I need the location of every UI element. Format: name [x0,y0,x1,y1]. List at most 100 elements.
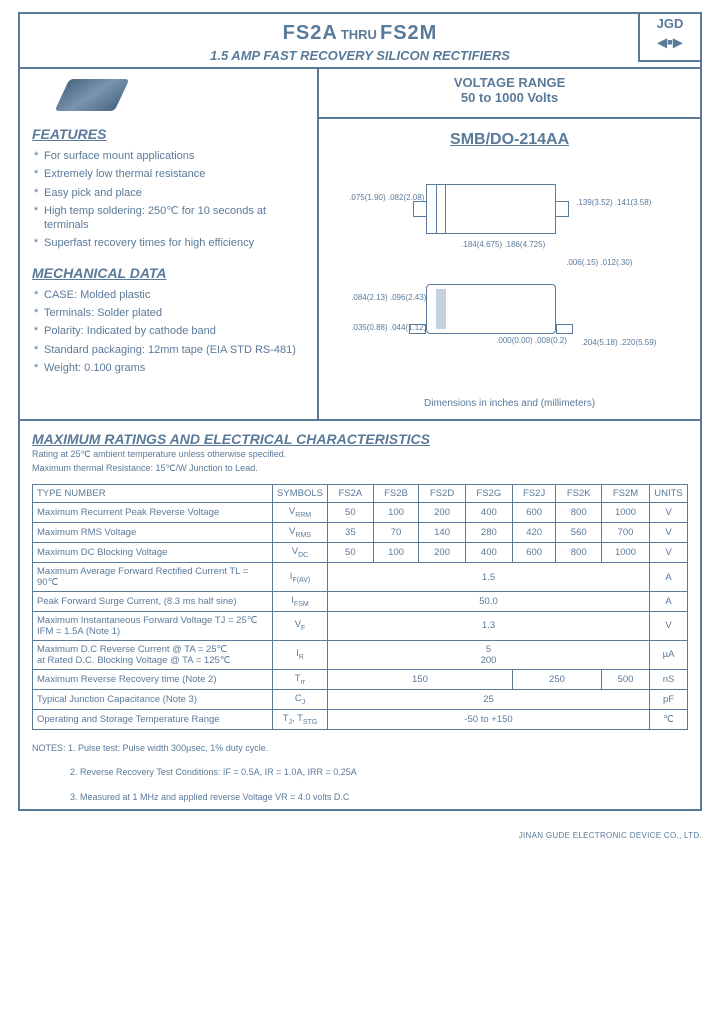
dimension: .184(4.675) .186(4.725) [461,241,545,250]
th-part: FS2D [419,485,465,503]
row-symbol: Trr [273,669,328,689]
cell-unit: ℃ [650,709,688,729]
cell-span: -50 to +150 [328,709,650,729]
table-header-row: TYPE NUMBER SYMBOLS FS2A FS2B FS2D FS2G … [33,485,688,503]
table-row: Maximum Instantaneous Forward Voltage TJ… [33,611,688,640]
mechanical-item: Terminals: Solder plated [34,304,305,322]
mechanical-heading: MECHANICAL DATA [32,265,305,281]
pkg-top-lead-left [413,201,426,217]
dimension: .035(0.88) .044(1.12) [351,324,426,333]
ratings-note1: Rating at 25℃ ambient temperature unless… [32,449,688,461]
pkg-side-lead-right [556,324,573,334]
row-symbol: CJ [273,689,328,709]
cell: 50 [328,543,374,563]
ratings-section: MAXIMUM RATINGS AND ELECTRICAL CHARACTER… [20,421,700,809]
dimension: .006(.15) .012(.30) [566,259,632,268]
logo-icon: ◂▪▸ [640,33,700,51]
cell: 140 [419,523,465,543]
footer-text: JINAN GUDE ELECTRONIC DEVICE CO., LTD. [18,831,702,840]
feature-item: Superfast recovery times for high effici… [34,234,305,252]
mechanical-item: Weight: 0.100 grams [34,359,305,377]
cell: 400 [465,503,512,523]
component-icon [55,79,130,111]
row-symbol: IFSM [273,592,328,612]
mechanical-item: Standard packaging: 12mm tape (EIA STD R… [34,341,305,359]
pkg-top-band [436,184,446,234]
cell: 800 [556,543,602,563]
cell-span: 1.3 [328,611,650,640]
cell: 1000 [602,543,650,563]
cell: 35 [328,523,374,543]
package-drawing: .075(1.90) .082(2.08) .139(3.52) .141(3.… [331,159,688,409]
dimension: .000(0.00) .008(0.2) [496,337,567,346]
pkg-top-lead-right [556,201,569,217]
table-row: Maximum Reverse Recovery time (Note 2) T… [33,669,688,689]
voltage-range-box: VOLTAGE RANGE 50 to 1000 Volts [319,69,700,119]
cell: 280 [465,523,512,543]
cell-unit: V [650,523,688,543]
th-type: TYPE NUMBER [33,485,273,503]
note-2: 2. Reverse Recovery Test Conditions: IF … [32,766,688,779]
row-label: Peak Forward Surge Current, (8.3 ms half… [33,592,273,612]
voltage-range-value: 50 to 1000 Volts [319,90,700,105]
row-symbol: VF [273,611,328,640]
row-symbol: VRMS [273,523,328,543]
row-label: Operating and Storage Temperature Range [33,709,273,729]
cell: 200 [419,543,465,563]
cell-unit: µA [650,640,688,669]
cell-unit: A [650,563,688,592]
company-logo: JGD ◂▪▸ [638,12,702,62]
table-row: Typical Junction Capacitance (Note 3) CJ… [33,689,688,709]
cell-span: 25 [328,689,650,709]
row-label: Maximum Instantaneous Forward Voltage TJ… [33,611,273,640]
th-symbols: SYMBOLS [273,485,328,503]
cell: 600 [512,503,555,523]
voltage-range-label: VOLTAGE RANGE [319,75,700,90]
cell: 1000 [602,503,650,523]
ratings-note2: Maximum thermal Resistance: 15℃/W Juncti… [32,463,688,475]
cell-span: 1.5 [328,563,650,592]
cell-unit: nS [650,669,688,689]
title-line: FS2A THRU FS2M [20,22,700,45]
th-part: FS2J [512,485,555,503]
title-thru: THRU [341,27,377,42]
table-row: Peak Forward Surge Current, (8.3 ms half… [33,592,688,612]
right-column: VOLTAGE RANGE 50 to 1000 Volts SMB/DO-21… [319,69,700,419]
feature-item: For surface mount applications [34,147,305,165]
pkg-side-band [436,289,446,329]
cell: 100 [373,543,419,563]
cell-unit: V [650,503,688,523]
left-column: FEATURES For surface mount applications … [20,69,319,419]
dimension-caption: Dimensions in inches and (millimeters) [331,398,688,409]
features-heading: FEATURES [32,126,305,142]
spec-table: TYPE NUMBER SYMBOLS FS2A FS2B FS2D FS2G … [32,484,688,729]
note-1: NOTES: 1. Pulse test: Pulse width 300µse… [32,742,688,755]
logo-text: JGD [640,16,700,31]
row-label: Maximum RMS Voltage [33,523,273,543]
row-symbol: TJ, TSTG [273,709,328,729]
title-suffix: FS2M [380,22,437,44]
mechanical-item: Polarity: Indicated by cathode band [34,322,305,340]
feature-item: Extremely low thermal resistance [34,165,305,183]
cell: 100 [373,503,419,523]
row-label: Maximum D.C Reverse Current @ TA = 25℃ a… [33,640,273,669]
cell: 700 [602,523,650,543]
table-row: Maximum DC Blocking Voltage VDC 50 100 2… [33,543,688,563]
cell: 800 [556,503,602,523]
note-3: 3. Measured at 1 MHz and applied reverse… [32,791,688,804]
feature-item: High temp soldering: 250℃ for 10 seconds… [34,202,305,235]
row-symbol: VDC [273,543,328,563]
row-label: Maximum Recurrent Peak Reverse Voltage [33,503,273,523]
cell: 400 [465,543,512,563]
row-symbol: IR [273,640,328,669]
table-row: Maximum Average Forward Rectified Curren… [33,563,688,592]
th-part: FS2K [556,485,602,503]
cell: 500 [602,669,650,689]
th-part: FS2M [602,485,650,503]
cell-span: 5 200 [328,640,650,669]
features-list: For surface mount applications Extremely… [32,147,305,253]
feature-item: Easy pick and place [34,184,305,202]
cell: 560 [556,523,602,543]
cell: 420 [512,523,555,543]
row-label: Maximum Reverse Recovery time (Note 2) [33,669,273,689]
